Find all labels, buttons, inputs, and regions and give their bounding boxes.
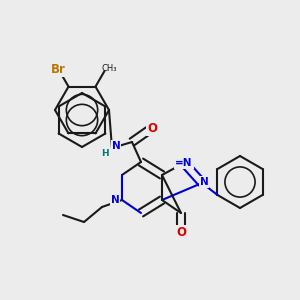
Text: =N: =N bbox=[175, 158, 193, 168]
Text: N: N bbox=[200, 177, 208, 187]
Text: H: H bbox=[101, 149, 109, 158]
Text: CH₃: CH₃ bbox=[102, 64, 117, 73]
Text: N: N bbox=[112, 141, 120, 151]
Text: O: O bbox=[147, 122, 157, 134]
Text: O: O bbox=[176, 226, 186, 239]
Text: Br: Br bbox=[51, 63, 66, 76]
Text: N: N bbox=[111, 195, 119, 205]
